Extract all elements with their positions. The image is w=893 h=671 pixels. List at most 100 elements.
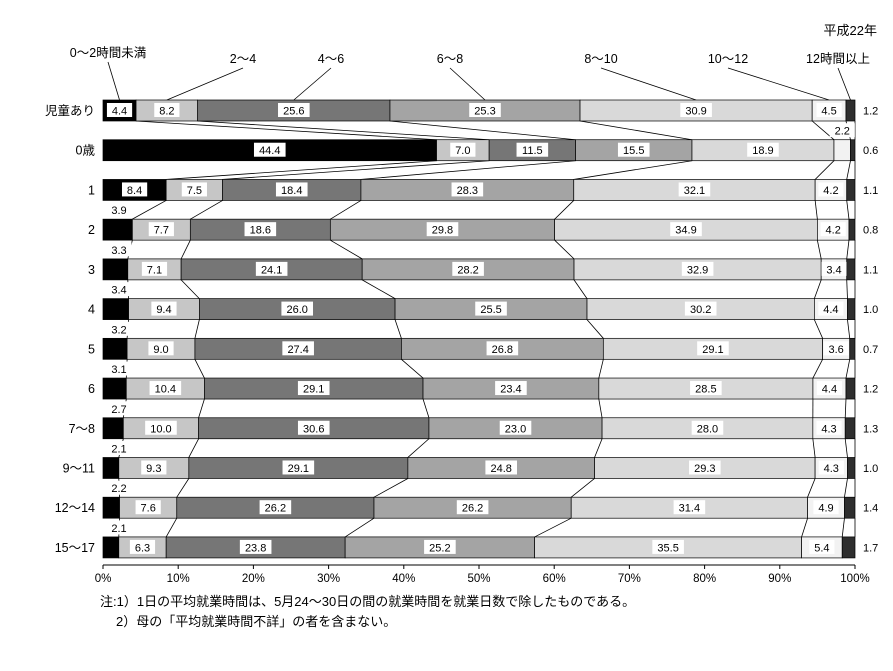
connector-line <box>194 359 205 379</box>
bar-segment <box>833 139 851 162</box>
value-label-right: 1.3 <box>863 423 878 435</box>
value-label-box <box>282 341 314 356</box>
value-label-box <box>106 282 132 297</box>
value-label-box <box>809 539 835 554</box>
series-header: 10〜12 <box>708 52 748 66</box>
value-label-box <box>106 242 132 257</box>
value-label: 23.4 <box>500 384 521 396</box>
value-label: 29.1 <box>303 384 324 396</box>
connector-line <box>407 438 430 458</box>
value-label-box <box>106 520 132 535</box>
connector-line <box>190 200 223 220</box>
connector-line <box>361 279 396 299</box>
value-label: 24.1 <box>261 264 282 276</box>
bar-segment <box>102 377 127 400</box>
value-label-box <box>690 381 722 396</box>
axis-tick-label: 30% <box>317 573 340 585</box>
bar-segment <box>102 536 120 559</box>
value-label-box <box>681 261 714 276</box>
value-label-above: 2.1 <box>111 523 126 535</box>
value-label-box <box>297 381 330 396</box>
axis-tick-label: 0% <box>95 573 112 585</box>
connector-line <box>846 279 848 299</box>
value-label-box <box>516 142 549 157</box>
value-label: 29.1 <box>702 344 723 356</box>
value-label: 18.9 <box>752 145 773 157</box>
value-label-above: 2.2 <box>835 126 850 138</box>
value-label: 3.6 <box>829 344 844 356</box>
value-label-right: 0.8 <box>863 225 878 237</box>
value-label-box <box>259 500 292 515</box>
axis-tick-label: 40% <box>392 573 415 585</box>
connector-line <box>136 120 437 141</box>
axis-tick-label: 50% <box>467 573 490 585</box>
value-label-box <box>818 182 844 197</box>
connector-line <box>846 240 850 259</box>
connector-line <box>570 478 595 498</box>
series-header: 12時間以上 <box>806 52 870 66</box>
connector-line <box>573 160 693 180</box>
value-label-above: 3.1 <box>111 364 126 376</box>
chart-notes: 注:1）1日の平均就業時間は、5月24〜30日の間の就業時間を就業日数で除したも… <box>100 592 635 632</box>
value-label-box <box>141 261 168 276</box>
value-label-right: 0.7 <box>863 344 878 356</box>
value-label-box <box>253 142 286 157</box>
value-label-box <box>141 460 167 475</box>
value-label-box <box>617 142 650 157</box>
connector-line <box>330 239 363 260</box>
value-label-box <box>820 222 846 237</box>
value-label-box <box>129 539 156 554</box>
value-label-box <box>151 301 177 316</box>
axis-tick-label: 10% <box>167 573 190 585</box>
connector-line <box>846 160 851 180</box>
value-label-right: 1.7 <box>863 542 878 554</box>
header-leader-line <box>727 67 830 101</box>
value-label-box <box>652 539 684 554</box>
value-label-box <box>106 401 132 416</box>
value-label: 23.8 <box>245 542 266 554</box>
header-leader-line <box>293 67 332 101</box>
connector-line <box>394 319 402 339</box>
value-label-right: 1.1 <box>863 185 878 197</box>
value-label: 34.9 <box>675 225 696 237</box>
connector-line <box>166 160 437 180</box>
value-label-right: 1.2 <box>863 106 878 118</box>
value-label: 10.0 <box>150 423 171 435</box>
value-label-above: 2.2 <box>111 483 126 495</box>
value-label: 4.3 <box>821 423 836 435</box>
value-label-box <box>106 321 132 336</box>
value-label-box <box>282 460 315 475</box>
value-label-box <box>255 261 288 276</box>
value-label-box <box>281 301 314 316</box>
value-label: 11.5 <box>522 145 543 157</box>
bar-segment <box>845 99 856 122</box>
row-label: 4 <box>88 303 95 317</box>
bar-segment <box>102 298 129 320</box>
value-label-box <box>495 381 527 396</box>
value-label: 28.3 <box>457 185 478 197</box>
connector-line <box>373 478 409 498</box>
value-label: 30.2 <box>690 304 711 316</box>
value-label: 26.2 <box>462 503 483 515</box>
value-label-box <box>485 460 518 475</box>
value-label-right: 1.2 <box>863 384 878 396</box>
connector-line <box>188 438 199 458</box>
value-label-box <box>486 341 519 356</box>
value-label-right: 0.6 <box>863 145 878 157</box>
bar-segment <box>848 218 856 241</box>
value-label-right: 1.1 <box>863 264 878 276</box>
connector-line <box>222 160 490 180</box>
value-label-box <box>424 539 456 554</box>
value-label: 23.0 <box>505 423 526 435</box>
row-label: 2 <box>88 223 95 237</box>
header-leader-line <box>837 67 851 101</box>
bar-segment <box>844 417 856 440</box>
value-label: 7.1 <box>147 264 162 276</box>
bar-segment <box>850 139 856 162</box>
value-label-box <box>278 103 310 117</box>
value-label-box <box>426 222 459 237</box>
connector-line <box>812 359 823 379</box>
value-label: 9.3 <box>146 463 161 475</box>
value-label-box <box>816 103 842 117</box>
value-label: 5.4 <box>814 542 829 554</box>
